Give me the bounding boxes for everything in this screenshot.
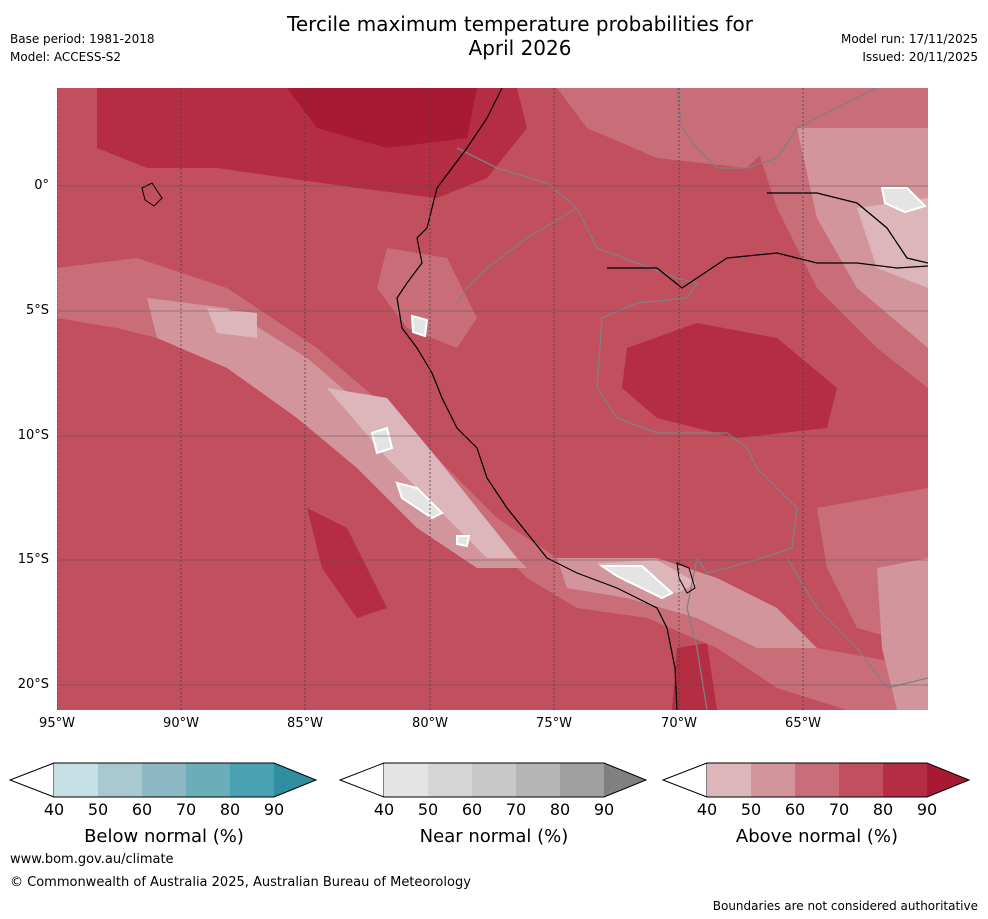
model-text: Model: ACCESS-S2 — [10, 50, 122, 64]
lon-tick-65w: 65°W — [785, 716, 821, 731]
border-bolivia-brazil — [786, 557, 928, 689]
field-50-south-east — [877, 558, 928, 710]
colorbar-below-swatch-5 — [230, 763, 274, 797]
issued-text: Issued: 20/11/2025 — [862, 50, 978, 64]
colorbar-above-title: Above normal (%) — [735, 826, 899, 847]
river-amazon — [607, 252, 928, 289]
field-60-peru-north — [377, 248, 477, 348]
colorbar-near-swatch-1 — [384, 763, 428, 797]
near-tick-90: 90 — [593, 800, 615, 819]
lake-titicaca — [676, 562, 696, 594]
field-near-normal-4 — [880, 187, 927, 214]
footer-boundaries-note: Boundaries are not considered authoritat… — [712, 899, 978, 913]
below-tick-80: 80 — [219, 800, 241, 819]
lon-tick-80w: 80°W — [412, 716, 448, 731]
colorbar-above-swatch-4 — [839, 763, 883, 797]
lat-tick-5s: 5°S — [25, 303, 49, 318]
field-80-ocean-south — [307, 508, 387, 618]
near-tick-50: 50 — [417, 800, 439, 819]
footer-url: www.bom.gov.au/climate — [10, 852, 174, 867]
colorbar-below-title: Below normal (%) — [84, 826, 244, 847]
near-tick-40: 40 — [373, 800, 395, 819]
above-tick-70: 70 — [828, 800, 850, 819]
colorbar-above-swatch-2 — [751, 763, 795, 797]
colorbar-near-normal — [338, 762, 648, 798]
above-tick-90: 90 — [916, 800, 938, 819]
colorbar-near-title: Near normal (%) — [419, 826, 569, 847]
colorbar-below-swatch-2 — [98, 763, 142, 797]
below-tick-50: 50 — [87, 800, 109, 819]
colorbar-near-swatch-3 — [472, 763, 516, 797]
border-chile-bolivia — [686, 557, 708, 710]
colorbar-below-swatch-4 — [186, 763, 230, 797]
border-peru-brazil — [456, 147, 798, 574]
near-tick-70: 70 — [505, 800, 527, 819]
field-60-north-east — [557, 88, 787, 168]
colorbar-above-swatch-6 — [927, 763, 969, 797]
colorbar-near-swatch-6 — [604, 763, 646, 797]
lon-tick-70w: 70°W — [661, 716, 697, 731]
field-50-amazon — [797, 128, 928, 348]
field-90-north — [287, 88, 477, 148]
field-40-amazon — [857, 198, 928, 288]
river-negro — [767, 192, 928, 264]
field-80-south — [672, 643, 717, 710]
colorbar-near-swatch-5 — [560, 763, 604, 797]
colorbar-below-swatch-6 — [274, 763, 316, 797]
field-near-normal-2 — [395, 481, 444, 520]
field-near-normal-5 — [410, 314, 429, 338]
lat-tick-15s: 15°S — [17, 552, 49, 567]
near-tick-60: 60 — [461, 800, 483, 819]
colorbar-below-swatch-3 — [142, 763, 186, 797]
above-tick-40: 40 — [696, 800, 718, 819]
field-near-normal-1 — [370, 426, 394, 455]
colorbar-above-swatch-3 — [795, 763, 839, 797]
lat-tick-0: 0° — [34, 178, 49, 193]
below-tick-60: 60 — [131, 800, 153, 819]
galapagos-islands — [141, 182, 163, 207]
lat-tick-20s: 20°S — [17, 677, 49, 692]
near-tick-80: 80 — [549, 800, 571, 819]
meta-left: Base period: 1981-2018 Model: ACCESS-S2 — [10, 30, 155, 66]
below-tick-70: 70 — [175, 800, 197, 819]
field-near-normal-3 — [598, 565, 674, 600]
field-50-southern-coast — [557, 558, 817, 648]
probability-map — [57, 88, 928, 710]
title-line-2: April 2026 — [468, 36, 572, 60]
colorbar-below-swatch-1 — [54, 763, 98, 797]
footer-copyright: © Commonwealth of Australia 2025, Austra… — [10, 875, 471, 890]
meta-right: Model run: 17/11/2025 Issued: 20/11/2025 — [841, 30, 978, 66]
lat-tick-10s: 10°S — [17, 428, 49, 443]
field-40-coastal-core — [327, 388, 517, 558]
graticule-parallels — [57, 185, 928, 686]
colorbar-near-swatch-4 — [516, 763, 560, 797]
border-ecuador-peru — [456, 207, 578, 304]
below-tick-90: 90 — [263, 800, 285, 819]
colorbar-below-normal — [8, 762, 318, 798]
border-colombia — [676, 88, 878, 169]
lon-tick-95w: 95°W — [39, 716, 75, 731]
colorbar-near-swatch-2 — [428, 763, 472, 797]
colorbar-above-normal — [661, 762, 971, 798]
coastline — [396, 88, 678, 710]
field-40-ocean-patch — [207, 308, 257, 338]
model-run-text: Model run: 17/11/2025 — [840, 32, 978, 46]
above-tick-50: 50 — [740, 800, 762, 819]
below-tick-40: 40 — [43, 800, 65, 819]
field-80-interior — [622, 323, 837, 438]
lon-tick-85w: 85°W — [287, 716, 323, 731]
lon-tick-90w: 90°W — [163, 716, 199, 731]
title-line-1: Tercile maximum temperature probabilitie… — [287, 12, 753, 36]
lon-tick-75w: 75°W — [536, 716, 572, 731]
above-tick-80: 80 — [872, 800, 894, 819]
colorbar-above-swatch-5 — [883, 763, 927, 797]
above-tick-60: 60 — [784, 800, 806, 819]
field-near-normal-6 — [456, 535, 471, 548]
colorbar-above-swatch-1 — [707, 763, 751, 797]
map-title: Tercile maximum temperature probabilitie… — [0, 12, 988, 60]
base-period-text: Base period: 1981-2018 — [10, 32, 155, 46]
